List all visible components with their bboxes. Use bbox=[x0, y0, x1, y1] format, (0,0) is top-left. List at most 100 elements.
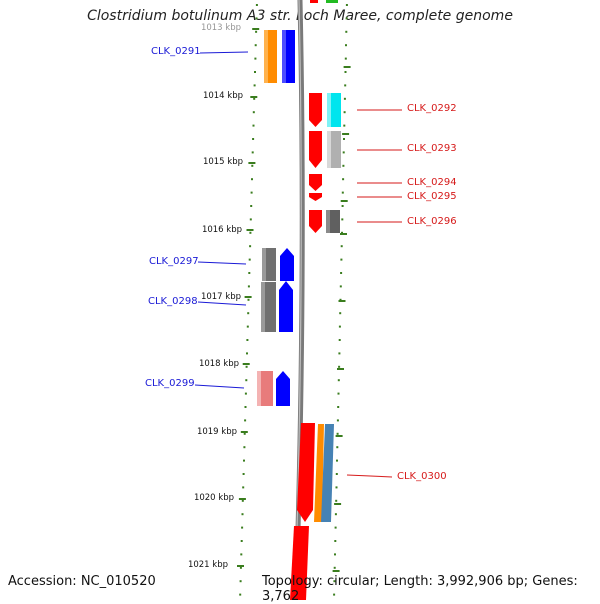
gene-label-CLK_0295[interactable]: CLK_0295 bbox=[407, 191, 457, 202]
scale-dot bbox=[334, 526, 337, 529]
scale-dot bbox=[335, 499, 338, 502]
scale-tick bbox=[340, 200, 348, 202]
scale-dot bbox=[241, 499, 244, 502]
leader-CLK_0300 bbox=[346, 474, 393, 478]
scale-tick bbox=[248, 162, 256, 164]
scale-tick bbox=[250, 96, 258, 98]
leader-CLK_0291 bbox=[199, 51, 249, 54]
kbp-label-1013: 1013 kbp bbox=[200, 23, 241, 33]
gene-label-CLK_0293[interactable]: CLK_0293 bbox=[407, 143, 457, 154]
scale-dot bbox=[241, 513, 244, 516]
gene-CLK_0294[interactable] bbox=[309, 174, 322, 191]
gene-CLK_0291[interactable] bbox=[264, 30, 295, 83]
scale-dot bbox=[246, 325, 249, 328]
scale-dot bbox=[253, 97, 256, 100]
scale-dot bbox=[242, 473, 245, 475]
gene-label-CLK_0299[interactable]: CLK_0299 bbox=[145, 378, 195, 389]
accession-text: Accession: NC_010520 bbox=[8, 574, 156, 589]
scale-tick bbox=[332, 570, 340, 572]
scale-dot bbox=[245, 379, 248, 382]
gene-label-CLK_0296[interactable]: CLK_0296 bbox=[407, 216, 457, 227]
gene-label-CLK_0297[interactable]: CLK_0297 bbox=[149, 256, 199, 267]
kbp-label-1016: 1016 kbp bbox=[201, 225, 242, 235]
partial-feature-top-red bbox=[310, 0, 318, 3]
scale-dot bbox=[241, 526, 244, 529]
gene-CLK_0296[interactable] bbox=[309, 210, 340, 233]
scale-dot bbox=[239, 580, 242, 583]
scale-dot bbox=[334, 540, 337, 542]
gene-label-CLK_0298[interactable]: CLK_0298 bbox=[148, 296, 198, 307]
scale-dot bbox=[245, 365, 248, 368]
gene-CLK_0299[interactable] bbox=[257, 371, 290, 406]
scale-dot bbox=[336, 432, 339, 435]
gene-CLK_0297[interactable] bbox=[262, 248, 294, 281]
leader-CLK_0297 bbox=[197, 261, 247, 265]
scale-dot bbox=[341, 191, 344, 194]
scale-dot bbox=[253, 84, 256, 87]
scale-dot bbox=[247, 298, 250, 301]
scale-dot bbox=[255, 17, 258, 20]
scale-dot bbox=[249, 231, 252, 234]
gene-CLK_0295[interactable] bbox=[309, 193, 322, 201]
scale-dot bbox=[345, 17, 348, 20]
gene-CLK_0300[interactable] bbox=[297, 423, 334, 522]
kbp-label-1019: 1019 kbp bbox=[196, 427, 237, 437]
scale-dot bbox=[338, 325, 341, 328]
scale-dot bbox=[338, 365, 341, 368]
scale-dot bbox=[239, 593, 242, 596]
scale-dot bbox=[333, 593, 336, 596]
scale-tick bbox=[340, 233, 347, 235]
gene-label-CLK_0291[interactable]: CLK_0291 bbox=[151, 46, 201, 57]
scale-dot bbox=[340, 272, 343, 274]
scale-tick bbox=[252, 28, 260, 30]
scale-dot bbox=[342, 178, 345, 181]
scale-dot bbox=[343, 111, 346, 114]
scale-dot bbox=[344, 71, 347, 73]
scale-dot bbox=[248, 272, 251, 274]
gene-CLK_0293[interactable] bbox=[309, 131, 341, 168]
gene-label-CLK_0294[interactable]: CLK_0294 bbox=[407, 177, 457, 188]
kbp-label-1014: 1014 kbp bbox=[202, 91, 243, 101]
scale-tick bbox=[237, 565, 244, 567]
scale-dot bbox=[343, 124, 346, 127]
scale-dot bbox=[249, 245, 252, 248]
scale-dot bbox=[247, 285, 250, 288]
scale-dot bbox=[252, 111, 255, 114]
scale-dot bbox=[244, 406, 247, 408]
scale-dot bbox=[342, 164, 345, 167]
scale-dot bbox=[333, 566, 336, 569]
left-scale-dots bbox=[237, 4, 260, 596]
kbp-label-1015: 1015 kbp bbox=[202, 157, 243, 167]
scale-dot bbox=[254, 71, 256, 73]
kbp-label-1017: 1017 kbp bbox=[200, 292, 241, 302]
scale-dot bbox=[337, 392, 340, 395]
right-scale-dots bbox=[332, 4, 351, 596]
scale-dot bbox=[335, 473, 338, 475]
scale-tick bbox=[338, 300, 346, 302]
backbone-highlight bbox=[294, 0, 302, 600]
gene-CLK_0292[interactable] bbox=[309, 93, 341, 127]
scale-dot bbox=[254, 57, 257, 60]
scale-dot bbox=[255, 4, 258, 6]
scale-dot bbox=[250, 205, 253, 207]
leader-CLK_0299 bbox=[194, 384, 245, 389]
scale-tick bbox=[238, 498, 246, 500]
scale-dot bbox=[345, 44, 347, 47]
gene-label-CLK_0292[interactable]: CLK_0292 bbox=[407, 103, 457, 114]
scale-dot bbox=[252, 124, 255, 127]
scale-dot bbox=[251, 151, 254, 154]
scale-tick bbox=[335, 435, 343, 437]
scale-dot bbox=[336, 446, 339, 449]
scale-dot bbox=[239, 566, 242, 569]
scale-tick bbox=[244, 296, 252, 298]
scale-dot bbox=[249, 218, 252, 221]
scale-dot bbox=[336, 459, 338, 462]
scale-dot bbox=[338, 352, 341, 355]
scale-dot bbox=[345, 4, 348, 6]
gene-CLK_0298[interactable] bbox=[261, 281, 293, 332]
gene-label-CLK_0300[interactable]: CLK_0300 bbox=[397, 471, 447, 482]
partial-feature-bottom-red bbox=[290, 526, 309, 600]
scale-dot bbox=[244, 392, 247, 395]
